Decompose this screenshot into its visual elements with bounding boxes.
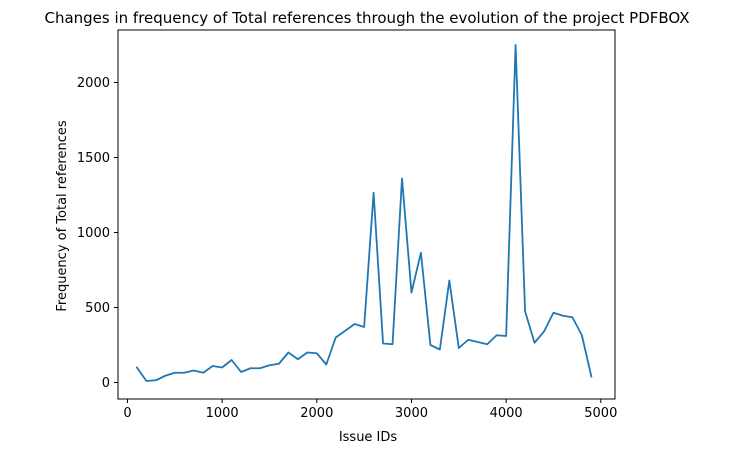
axes xyxy=(114,29,616,403)
y-tick-label: 1500 xyxy=(77,151,110,166)
x-tick-label: 5000 xyxy=(584,406,617,421)
tick-labels: 0 1000 2000 3000 4000 5000 0 500 1000 1500 2000 xyxy=(77,76,617,421)
axes-frame xyxy=(117,29,616,400)
y-tick-label: 2000 xyxy=(77,76,110,91)
series-layer xyxy=(135,44,593,382)
series-line-0 xyxy=(135,44,593,382)
x-tick-label: 1000 xyxy=(206,406,239,421)
x-tick-label: 3000 xyxy=(395,406,428,421)
y-axis-label: Frequency of Total references xyxy=(55,120,70,312)
y-tick-label: 500 xyxy=(85,301,110,316)
chart-title: Changes in frequency of Total references… xyxy=(44,9,689,27)
x-axis-label: Issue IDs xyxy=(339,430,398,445)
x-tick-label: 4000 xyxy=(490,406,523,421)
y-tick-label: 0 xyxy=(102,376,110,391)
x-tick-label: 2000 xyxy=(300,406,333,421)
y-tick-label: 1000 xyxy=(77,226,110,241)
x-tick-label: 0 xyxy=(123,406,131,421)
